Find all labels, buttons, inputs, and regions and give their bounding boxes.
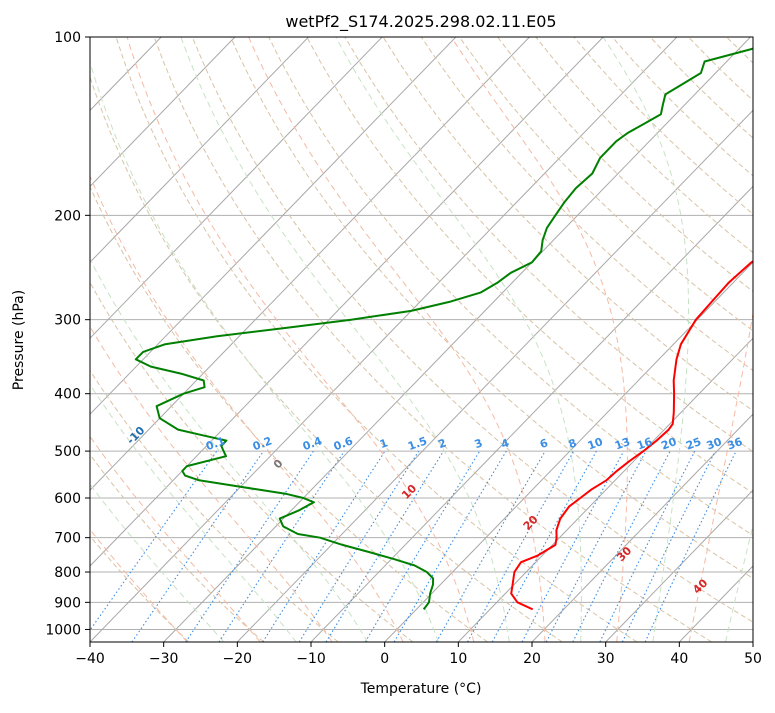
- dry-adiabat-line: [688, 37, 775, 642]
- dry-adiabat-line: [727, 37, 775, 642]
- mixing-ratio-line: [436, 451, 545, 642]
- y-tick-label: 400: [54, 387, 81, 403]
- isopleth-labels: 0.10.20.40.611.52346810131620253036-100-…: [0, 59, 745, 597]
- mixing-ratio-label: 1.5: [406, 434, 429, 453]
- x-tick-label: −10: [296, 651, 326, 667]
- y-tick-label: 200: [54, 208, 81, 224]
- moist-adiabat-line: [0, 37, 332, 642]
- moist-adiabat-line: [46, 37, 403, 642]
- moist-adiabat-label: 10: [399, 482, 419, 502]
- moist-adiabat-label: 30: [614, 544, 634, 564]
- mixing-ratio-label: 2: [436, 436, 448, 451]
- isotherm-line: [532, 37, 775, 642]
- mixing-ratio-label: 25: [684, 435, 703, 452]
- moist-adiabat-line: [726, 37, 775, 642]
- mixing-ratio-line: [326, 451, 443, 642]
- mixing-ratio-line: [600, 451, 695, 642]
- mixing-ratio-line: [263, 451, 385, 642]
- dry-adiabat-line: [0, 37, 189, 642]
- x-tick-label: 30: [597, 651, 615, 667]
- dry-adiabat-label: -10: [124, 424, 147, 447]
- mixing-ratio-line: [546, 451, 646, 642]
- sounding-profiles: [136, 37, 775, 609]
- y-tick-label: 700: [54, 531, 81, 547]
- x-tick-label: 20: [523, 651, 541, 667]
- moist-adiabat-line: [249, 37, 545, 642]
- mixing-ratio-label: 0.2: [251, 434, 274, 453]
- mixing-ratio-label: 30: [705, 435, 724, 453]
- isotherm-line: [16, 37, 603, 642]
- dry-adiabat-line: [765, 37, 775, 642]
- mixing-ratio-label: 6: [538, 436, 550, 451]
- y-tick-label: 800: [54, 565, 81, 581]
- x-tick-label: 40: [670, 651, 688, 667]
- dry-adiabat-line: [2, 37, 413, 642]
- dry-adiabat-line: [0, 37, 338, 642]
- dry-adiabat-line: [0, 37, 263, 642]
- dry-adiabat-line: [345, 37, 775, 642]
- moist-adiabat-line: [127, 37, 474, 642]
- mixing-ratio-line: [645, 451, 736, 642]
- moist-adiabat-line: [451, 37, 627, 642]
- x-tick-label: 50: [744, 651, 762, 667]
- x-tick-label: 10: [449, 651, 467, 667]
- y-tick-label: 900: [54, 595, 81, 611]
- dewpoint-profile: [136, 37, 775, 609]
- y-axis-label: Pressure (hPa): [11, 290, 27, 390]
- y-axis-ticks: 100 200 300 400 500 600 700 800 900 1000: [45, 30, 90, 638]
- moist-adiabat-line: [689, 37, 771, 642]
- dry-adiabat-line: [307, 37, 775, 642]
- dry-adiabat-line: [536, 37, 775, 642]
- mixing-ratio-label: 10: [586, 435, 605, 453]
- isotherm-line: [753, 37, 775, 642]
- x-axis-ticks: −40 −30 −20 −10 0 10 20 30 40 50: [75, 642, 762, 667]
- dry-adiabat-line: [650, 37, 775, 642]
- mixing-ratio-lines: [82, 451, 736, 642]
- moist-adiabat-line: [0, 37, 187, 642]
- y-tick-label: 300: [54, 313, 81, 329]
- x-axis-label: Temperature (°C): [360, 681, 482, 697]
- mixing-ratio-line: [219, 451, 344, 642]
- y-tick-label: 1000: [45, 622, 81, 638]
- mixing-ratio-line: [365, 451, 479, 642]
- isotherm-line: [0, 37, 529, 642]
- mixing-ratio-label: 0.6: [332, 434, 355, 453]
- isotherm-line: [385, 37, 775, 642]
- y-tick-label: 500: [54, 444, 81, 460]
- mixing-ratio-label: 1: [378, 436, 390, 451]
- y-tick-label: 100: [54, 30, 81, 46]
- mixing-ratio-label: 3: [473, 436, 485, 451]
- isotherm-line: [0, 37, 309, 642]
- chart-title: wetPf2_S174.2025.298.02.11.E05: [285, 12, 556, 32]
- x-tick-label: 0: [380, 651, 389, 667]
- moist-adiabat-line: [181, 37, 509, 642]
- y-tick-label: 600: [54, 491, 81, 507]
- mixing-ratio-label: 4: [499, 436, 511, 451]
- moist-adiabat-label: 20: [521, 513, 541, 533]
- dry-adiabat-line: [421, 37, 775, 642]
- x-tick-label: −20: [223, 651, 253, 667]
- mixing-ratio-label: 20: [659, 435, 678, 453]
- moist-adiabat-line: [603, 37, 689, 642]
- x-tick-label: −40: [75, 651, 105, 667]
- moist-adiabat-label: 0: [271, 456, 286, 471]
- mixing-ratio-label: 16: [635, 435, 654, 453]
- mixing-ratio-label: 0.4: [301, 434, 324, 453]
- dry-adiabat-line: [40, 37, 488, 642]
- x-tick-label: −30: [149, 651, 179, 667]
- isotherm-line: [0, 37, 456, 642]
- isotherm-line: [164, 37, 751, 642]
- mixing-ratio-label: 8: [567, 436, 579, 451]
- mixing-ratio-line: [186, 451, 314, 642]
- dry-adiabats: [0, 37, 775, 642]
- mixing-ratio-label: 36: [725, 435, 744, 453]
